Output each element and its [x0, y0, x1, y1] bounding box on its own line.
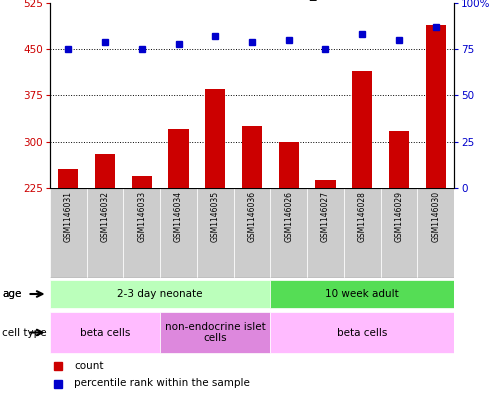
Text: GSM1146028: GSM1146028 [358, 191, 367, 242]
Text: beta cells: beta cells [80, 327, 130, 338]
Text: percentile rank within the sample: percentile rank within the sample [74, 378, 250, 389]
Text: GSM1146034: GSM1146034 [174, 191, 183, 242]
Text: GSM1146027: GSM1146027 [321, 191, 330, 242]
Text: 2-3 day neonate: 2-3 day neonate [117, 289, 203, 299]
Text: age: age [2, 289, 22, 299]
Bar [50, 188, 87, 278]
Bar [270, 279, 454, 309]
Bar [160, 312, 270, 353]
Text: cell type: cell type [2, 327, 47, 338]
Text: GSM1146031: GSM1146031 [64, 191, 73, 242]
Text: GSM1146035: GSM1146035 [211, 191, 220, 242]
Text: 10 week adult: 10 week adult [325, 289, 399, 299]
Bar [197, 188, 234, 278]
Bar [270, 188, 307, 278]
Text: GSM1146036: GSM1146036 [248, 191, 256, 242]
Text: GSM1146033: GSM1146033 [137, 191, 146, 242]
Bar [352, 71, 372, 188]
Bar [278, 142, 299, 188]
Text: GSM1146026: GSM1146026 [284, 191, 293, 242]
Bar [87, 188, 123, 278]
Bar [344, 188, 381, 278]
Bar [426, 25, 446, 188]
Text: age: age [2, 289, 22, 299]
Bar [389, 130, 409, 188]
Bar [381, 188, 417, 278]
Text: GSM1146030: GSM1146030 [431, 191, 440, 242]
Text: count: count [74, 361, 104, 371]
Text: beta cells: beta cells [337, 327, 387, 338]
Bar [234, 188, 270, 278]
Bar [50, 312, 160, 353]
Bar [50, 279, 270, 309]
Bar [270, 312, 454, 353]
Bar [58, 169, 78, 188]
Bar [123, 188, 160, 278]
Bar [132, 176, 152, 188]
Bar [242, 126, 262, 188]
Bar [95, 154, 115, 188]
Bar [307, 188, 344, 278]
Text: non-endocrine islet
cells: non-endocrine islet cells [165, 322, 265, 343]
Text: GSM1146032: GSM1146032 [101, 191, 110, 242]
Text: GSM1146029: GSM1146029 [394, 191, 403, 242]
Bar [417, 188, 454, 278]
Bar [169, 129, 189, 188]
Bar [315, 180, 335, 188]
Bar [160, 188, 197, 278]
Bar [205, 89, 226, 188]
